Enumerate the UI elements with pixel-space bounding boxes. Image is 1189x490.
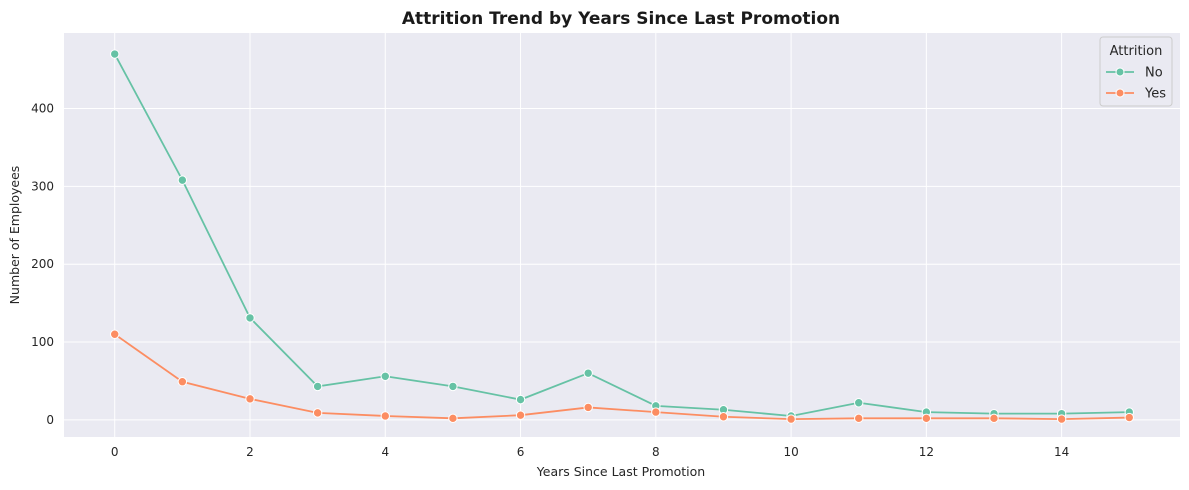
legend: Attrition No Yes [1099,36,1173,107]
legend-box [1099,36,1173,107]
legend-item-yes: Yes [1106,87,1166,102]
data-point [515,410,526,420]
data-point [110,329,120,339]
data-point [448,381,458,392]
x-tick-label: 4 [381,445,389,459]
data-point [448,413,458,424]
data-point [312,381,323,392]
data-point [651,407,661,417]
x-tick-label: 14 [1054,445,1069,459]
data-point [177,175,188,185]
data-point [854,413,864,424]
data-point [989,413,999,424]
x-tick-label: 8 [652,445,660,459]
series-line [113,53,1130,417]
y-tick-label: 400 [31,102,54,116]
data-point [245,394,255,404]
y-tick-label: 200 [31,257,54,271]
x-tick-label: 10 [783,445,798,459]
y-tick-label: 100 [31,335,54,349]
x-axis-label: Years Since Last Promotion [536,464,705,479]
series-yes [110,329,1134,424]
legend-item-no: No [1106,66,1163,81]
grid-lines [64,33,1180,437]
data-point [718,412,729,422]
data-point [380,411,390,421]
chart-title: Attrition Trend by Years Since Last Prom… [402,9,840,29]
legend-label: No [1145,66,1163,81]
data-point [1056,414,1067,424]
legend-marker [1115,88,1125,98]
y-tick-label: 0 [46,413,54,427]
legend-title: Attrition [1110,44,1163,59]
data-point [380,371,390,381]
data-point [515,394,526,405]
tick-labels: 0 2 4 6 8 10 12 14 0 100 200 300 400 [31,102,1069,459]
series-no [110,49,1134,421]
data-point [1124,412,1134,423]
data-point [921,413,932,424]
legend-label: Yes [1144,87,1166,102]
data-point [854,398,864,408]
data-series [110,49,1134,424]
series-line [114,333,1130,420]
legend-marker [1115,67,1125,77]
data-point [583,368,593,378]
data-point [110,49,120,59]
data-point [245,313,255,323]
x-tick-label: 0 [111,445,119,459]
y-tick-label: 300 [31,179,54,193]
data-point [312,408,323,418]
x-tick-label: 12 [919,445,934,459]
x-tick-label: 6 [517,445,525,459]
data-point [583,402,593,413]
x-tick-label: 2 [246,445,254,459]
data-point [177,377,188,387]
data-point [786,414,796,424]
y-axis-label: Number of Employees [7,166,22,305]
plot-area [64,33,1180,437]
